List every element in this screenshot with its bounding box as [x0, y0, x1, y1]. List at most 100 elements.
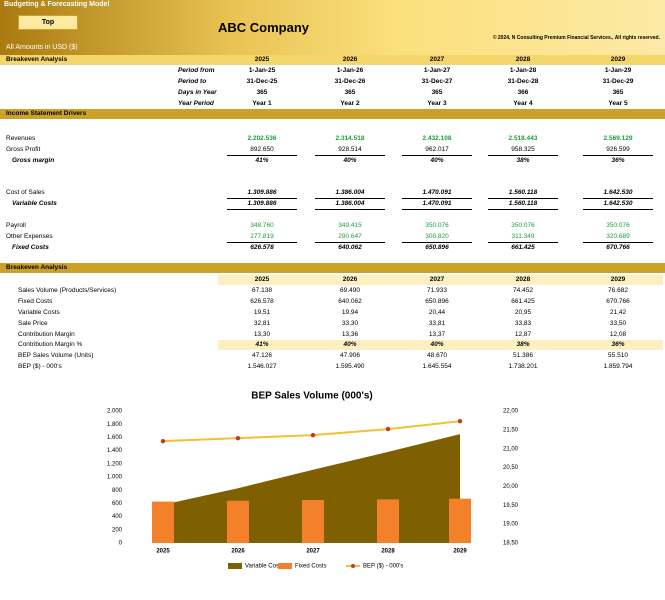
cell: 1.309.886	[227, 188, 297, 199]
y-tick-label: 1.200	[107, 461, 123, 467]
cell: 47.126	[252, 352, 272, 359]
cell: 311.349	[488, 232, 558, 243]
section-bar-title: Income Statement Drivers	[6, 110, 87, 117]
cell: 2029	[610, 56, 626, 63]
model-title: Budgeting & Forecasting Model	[4, 1, 110, 8]
cell: 33,81	[428, 320, 446, 327]
y2-tick-label: 20,00	[503, 484, 519, 490]
section-bar	[0, 263, 665, 273]
bar	[227, 500, 249, 543]
cell: 350.076	[606, 222, 630, 229]
section-bar-title: Breakeven Analysis	[6, 264, 68, 271]
cell: 1.642.530	[583, 188, 653, 199]
row-label: Revenues	[6, 135, 36, 142]
line-marker	[385, 426, 391, 432]
cell: 626.578	[250, 244, 274, 251]
cell: 290.647	[315, 232, 385, 243]
cell: 926.599	[583, 145, 653, 156]
row-label: Sales Volume (Products/Services)	[18, 287, 117, 294]
cell: 365	[612, 89, 624, 96]
cell: 640.062	[338, 244, 362, 251]
company-name: ABC Company	[218, 20, 310, 35]
cell: 670.766	[606, 244, 630, 251]
row-label: Sale Price	[18, 320, 48, 327]
cell: 962.017	[402, 145, 472, 156]
y-tick-label: 200	[112, 527, 123, 533]
x-tick-label: 2028	[381, 549, 395, 555]
cell: 2027	[429, 276, 445, 283]
cell: 36%	[611, 157, 625, 164]
line-marker	[160, 438, 166, 444]
x-tick-label: 2029	[453, 549, 467, 555]
bar	[152, 501, 174, 543]
cell: 2028	[515, 276, 531, 283]
cell: 69.490	[340, 287, 360, 294]
cell: 36%	[611, 341, 625, 348]
row-label: Other Expenses	[6, 233, 53, 240]
row-label: Gross Profit	[6, 146, 41, 153]
cell: 2026	[342, 276, 358, 283]
cell: 1.386.004	[315, 199, 385, 210]
y2-tick-label: 19,50	[503, 503, 519, 509]
cell: 2026	[342, 56, 358, 63]
cell: 320.689	[583, 232, 653, 243]
cell: 1.470.091	[402, 188, 472, 199]
top-button[interactable]: Top	[18, 15, 78, 30]
row-label: BEP ($) - 000's	[18, 363, 62, 370]
row-label: Contribution Margin	[18, 331, 75, 338]
cell: 47.906	[340, 352, 360, 359]
x-tick-label: 2026	[231, 549, 245, 555]
y2-tick-label: 22,00	[503, 409, 519, 415]
cell: 661.425	[511, 298, 535, 305]
header-band	[0, 0, 665, 55]
legend-label: Variable Costs	[245, 564, 284, 570]
cell: 31-Dec-29	[602, 78, 634, 85]
cell: 1.645.554	[422, 363, 452, 370]
legend-label: BEP ($) - 000's	[363, 564, 403, 570]
cell: 670.766	[606, 298, 630, 305]
cell: 1.859.794	[603, 363, 633, 370]
cell: 40%	[343, 341, 357, 348]
y-tick-label: 800	[112, 488, 123, 494]
cell: 350.076	[425, 222, 449, 229]
row-label: Days in Year	[178, 89, 217, 96]
cell: 76.682	[608, 287, 628, 294]
x-tick-label: 2027	[306, 549, 320, 555]
cell: 40%	[343, 157, 357, 164]
cell: 2025	[254, 56, 270, 63]
line-marker	[457, 418, 463, 424]
cell: 1.560.118	[488, 188, 558, 199]
highlight-row	[218, 340, 663, 350]
row-label: Period to	[178, 78, 207, 85]
year-row-bg	[218, 275, 663, 285]
cell: Year 2	[340, 100, 360, 107]
y-tick-label: 0	[119, 541, 123, 547]
y2-tick-label: 18,50	[503, 541, 519, 547]
cell: 31-Dec-27	[421, 78, 453, 85]
cell: 350.076	[511, 222, 535, 229]
bar	[377, 499, 399, 543]
cell: 2.518.443	[508, 135, 538, 142]
cell: 2.432.108	[422, 135, 452, 142]
legend-swatch	[278, 563, 292, 569]
cell: 349.415	[338, 222, 362, 229]
y2-tick-label: 19,00	[503, 522, 519, 528]
cell: 38%	[516, 341, 530, 348]
cell: 13,30	[253, 331, 271, 338]
cell: 13,36	[341, 331, 359, 338]
cell: 12,87	[514, 331, 532, 338]
row-label: Cost of Sales	[6, 189, 45, 196]
cell: 1.595.490	[335, 363, 365, 370]
cell: 366	[517, 89, 529, 96]
currency-note: All Amounts in USD ($)	[6, 44, 78, 51]
cell: 74.452	[513, 287, 533, 294]
cell: 2025	[254, 276, 270, 283]
cell: 12,08	[609, 331, 627, 338]
section-bar	[0, 109, 665, 119]
legend-swatch	[228, 563, 242, 569]
cell: Year 5	[608, 100, 628, 107]
cell: 1-Jan-28	[509, 67, 537, 74]
cell: 892.650	[227, 145, 297, 156]
cell: 626.578	[250, 298, 274, 305]
cell: 71.933	[427, 287, 447, 294]
